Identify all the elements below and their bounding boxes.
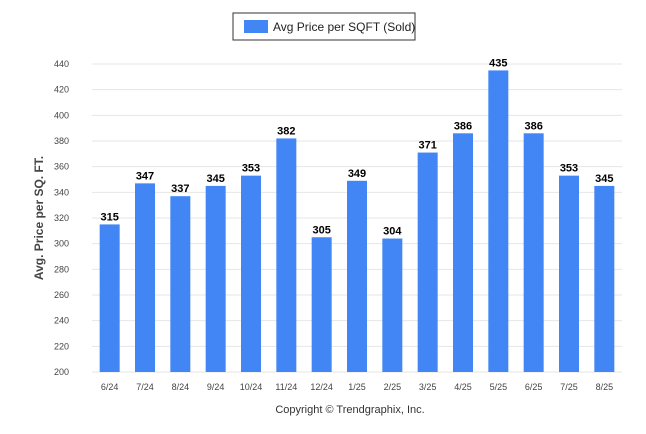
x-tick-label: 6/25 [525, 382, 543, 392]
y-tick-label: 240 [54, 316, 69, 326]
x-tick-label: 10/24 [240, 382, 263, 392]
bar [276, 138, 297, 372]
y-tick-label: 320 [54, 213, 69, 223]
bar-value-label: 337 [171, 183, 189, 195]
y-axis-ticks: 200 220 240 260 280 300 320 340 360 380 400 420 440 [54, 59, 69, 377]
bars [99, 70, 615, 373]
y-tick-label: 220 [54, 341, 69, 351]
x-tick-label: 4/25 [454, 382, 472, 392]
x-axis-ticks: 6/24 7/24 8/24 9/24 10/24 11/24 12/24 1/25 2/25 3… [101, 382, 613, 392]
bar-value-label: 345 [206, 173, 224, 185]
x-tick-label: 7/24 [136, 382, 154, 392]
bar [382, 238, 403, 372]
copyright-text: Copyright © Trendgraphix, Inc. [275, 404, 424, 416]
bar-value-label: 305 [312, 224, 330, 236]
x-tick-label: 8/25 [596, 382, 614, 392]
y-tick-label: 420 [54, 85, 69, 95]
bar-value-label: 353 [560, 163, 578, 175]
bar-value-label: 371 [418, 140, 436, 152]
bar-value-label: 345 [595, 173, 613, 185]
legend-swatch [244, 20, 268, 33]
bar-value-label: 349 [348, 168, 366, 180]
y-tick-label: 200 [54, 367, 69, 377]
bar [594, 185, 615, 372]
bar [205, 185, 226, 372]
y-tick-label: 280 [54, 264, 69, 274]
bar-value-label: 304 [383, 226, 402, 238]
bar [488, 70, 509, 373]
x-tick-label: 1/25 [348, 382, 366, 392]
y-tick-label: 340 [54, 187, 69, 197]
bar [417, 152, 438, 372]
y-tick-label: 360 [54, 162, 69, 172]
legend-label: Avg Price per SQFT (Sold) [273, 20, 415, 34]
x-tick-label: 2/25 [384, 382, 402, 392]
x-tick-label: 8/24 [172, 382, 190, 392]
bar-value-labels: 315 347 337 345 353 382 305 349 304 371 386 435 386 3… [100, 57, 613, 237]
y-tick-label: 260 [54, 290, 69, 300]
bar [135, 183, 155, 372]
y-tick-label: 300 [54, 239, 69, 249]
bar [241, 175, 261, 372]
y-tick-label: 440 [54, 59, 69, 69]
bar [99, 224, 120, 372]
y-tick-label: 380 [54, 136, 69, 146]
bar [453, 133, 473, 372]
legend: Avg Price per SQFT (Sold) [232, 12, 416, 41]
x-tick-label: 12/24 [310, 382, 333, 392]
bar-value-label: 435 [489, 57, 507, 69]
x-tick-label: 9/24 [207, 382, 225, 392]
bar [347, 180, 367, 372]
x-tick-label: 11/24 [275, 382, 297, 392]
x-tick-label: 3/25 [419, 382, 437, 392]
y-axis-label: Avg. Price per SQ. FT. [32, 156, 46, 280]
bar-value-label: 382 [277, 125, 295, 137]
x-tick-label: 5/25 [490, 382, 508, 392]
bar [523, 133, 544, 372]
bar [559, 175, 579, 372]
bar-value-label: 315 [100, 211, 118, 223]
x-tick-label: 6/24 [101, 382, 119, 392]
bar-value-label: 386 [454, 120, 472, 132]
bar-value-label: 386 [524, 120, 542, 132]
x-tick-label: 7/25 [560, 382, 578, 392]
bar-value-label: 347 [136, 170, 154, 182]
bar-value-label: 353 [242, 163, 260, 175]
bar [311, 237, 332, 372]
y-tick-label: 400 [54, 110, 69, 120]
bar [170, 196, 191, 372]
